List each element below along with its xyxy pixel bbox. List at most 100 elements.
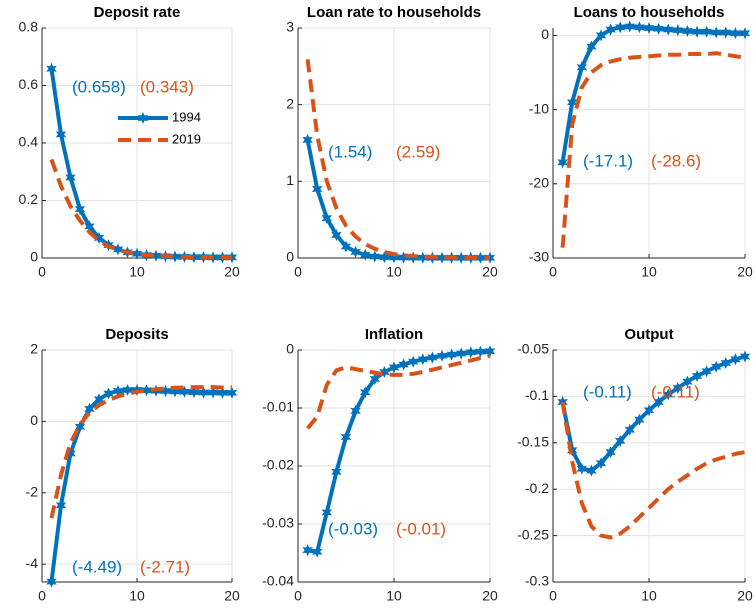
marker bbox=[634, 21, 645, 34]
marker bbox=[739, 27, 751, 40]
marker bbox=[595, 457, 607, 470]
y-tick-label: -0.15 bbox=[517, 434, 549, 450]
marker bbox=[691, 370, 703, 382]
y-tick-label: 0 bbox=[286, 341, 294, 357]
marker bbox=[615, 434, 626, 447]
marker bbox=[436, 349, 448, 362]
marker bbox=[74, 203, 86, 216]
y-tick-label: -0.25 bbox=[517, 526, 549, 542]
annotation: (0.343) bbox=[140, 77, 194, 96]
marker bbox=[398, 251, 409, 264]
marker bbox=[93, 231, 105, 244]
y-tick-label: -0.01 bbox=[262, 399, 294, 415]
marker bbox=[586, 40, 597, 53]
marker bbox=[131, 247, 143, 260]
series-line bbox=[560, 354, 746, 473]
annotation: (-0.11) bbox=[583, 382, 632, 401]
marker bbox=[634, 413, 645, 426]
marker bbox=[302, 133, 313, 146]
marker bbox=[388, 251, 400, 264]
marker bbox=[369, 373, 380, 385]
marker bbox=[369, 250, 380, 263]
marker bbox=[312, 183, 323, 195]
marker bbox=[74, 420, 86, 433]
x-tick-label: 20 bbox=[482, 588, 498, 604]
marker bbox=[112, 243, 124, 256]
marker bbox=[663, 23, 674, 36]
series-line bbox=[49, 388, 232, 582]
panel: -0.3 -0.25 -0.2 -0.15 -0.1 -0.05 0 10 20 Output (-… bbox=[517, 326, 753, 604]
marker bbox=[605, 446, 616, 459]
marker bbox=[595, 29, 607, 42]
marker bbox=[427, 351, 438, 364]
panel-title: Loans to households bbox=[574, 4, 725, 21]
x-tick-label: 0 bbox=[38, 264, 46, 280]
marker bbox=[198, 386, 209, 399]
marker bbox=[360, 386, 371, 399]
y-tick-label: 0 bbox=[541, 26, 549, 42]
series-line bbox=[49, 68, 232, 260]
annotation: (-4.49) bbox=[72, 557, 122, 576]
marker bbox=[360, 248, 371, 261]
marker bbox=[350, 404, 361, 417]
marker bbox=[379, 366, 390, 378]
marker bbox=[302, 544, 313, 557]
panel-title: Loan rate to households bbox=[307, 4, 481, 21]
y-tick-label: -0.1 bbox=[525, 387, 549, 403]
panel-title: Deposits bbox=[105, 326, 168, 343]
panel: -0.04 -0.03 -0.02 -0.01 0 0 10 20 Inflation (-0.0… bbox=[262, 326, 498, 604]
series-line bbox=[49, 385, 232, 519]
marker bbox=[388, 361, 400, 374]
marker bbox=[557, 156, 568, 169]
marker bbox=[701, 365, 712, 378]
panel-title: Deposit rate bbox=[94, 4, 181, 21]
y-tick-label: -0.04 bbox=[262, 573, 294, 589]
marker bbox=[475, 251, 486, 264]
marker bbox=[653, 22, 664, 35]
panel-title: Output bbox=[624, 326, 673, 343]
y-tick-label: 0 bbox=[30, 249, 38, 265]
marker bbox=[321, 506, 332, 519]
annotation: (-0.03) bbox=[328, 519, 378, 538]
marker bbox=[379, 251, 390, 264]
x-tick-label: 20 bbox=[224, 588, 240, 604]
marker bbox=[46, 62, 57, 75]
marker bbox=[484, 251, 496, 264]
annotation: (-0.01) bbox=[396, 519, 446, 538]
y-tick-label: 1 bbox=[286, 172, 294, 188]
marker bbox=[730, 27, 741, 40]
marker bbox=[653, 396, 664, 408]
marker bbox=[84, 220, 95, 233]
annotation: (2.59) bbox=[396, 142, 440, 161]
y-tick-label: -4 bbox=[26, 555, 39, 571]
panel: 0 0.2 0.4 0.6 0.8 0 10 20 Deposit rate (0.658) (0.… bbox=[19, 4, 240, 280]
x-tick-label: 10 bbox=[129, 588, 145, 604]
annotation: (-2.71) bbox=[140, 557, 190, 576]
series-line bbox=[560, 401, 746, 540]
x-tick-label: 10 bbox=[641, 588, 657, 604]
marker bbox=[340, 240, 352, 253]
y-tick-label: -0.3 bbox=[525, 573, 549, 589]
marker bbox=[605, 23, 616, 36]
marker bbox=[691, 25, 703, 38]
y-tick-label: -10 bbox=[529, 100, 549, 116]
marker bbox=[720, 26, 731, 39]
legend-label: 1994 bbox=[172, 109, 201, 124]
marker bbox=[55, 499, 67, 512]
marker bbox=[93, 393, 105, 406]
y-tick-label: -0.05 bbox=[517, 341, 549, 357]
y-tick-label: 2 bbox=[286, 95, 294, 111]
marker bbox=[169, 385, 181, 398]
annotation: (-17.1) bbox=[583, 151, 633, 170]
marker bbox=[141, 384, 152, 397]
marker bbox=[65, 171, 76, 184]
x-tick-label: 10 bbox=[386, 264, 402, 280]
marker bbox=[55, 128, 67, 141]
marker bbox=[436, 251, 448, 264]
x-tick-label: 0 bbox=[38, 588, 46, 604]
y-tick-label: 0 bbox=[30, 412, 38, 428]
marker bbox=[672, 24, 683, 37]
y-tick-label: -20 bbox=[529, 175, 549, 191]
